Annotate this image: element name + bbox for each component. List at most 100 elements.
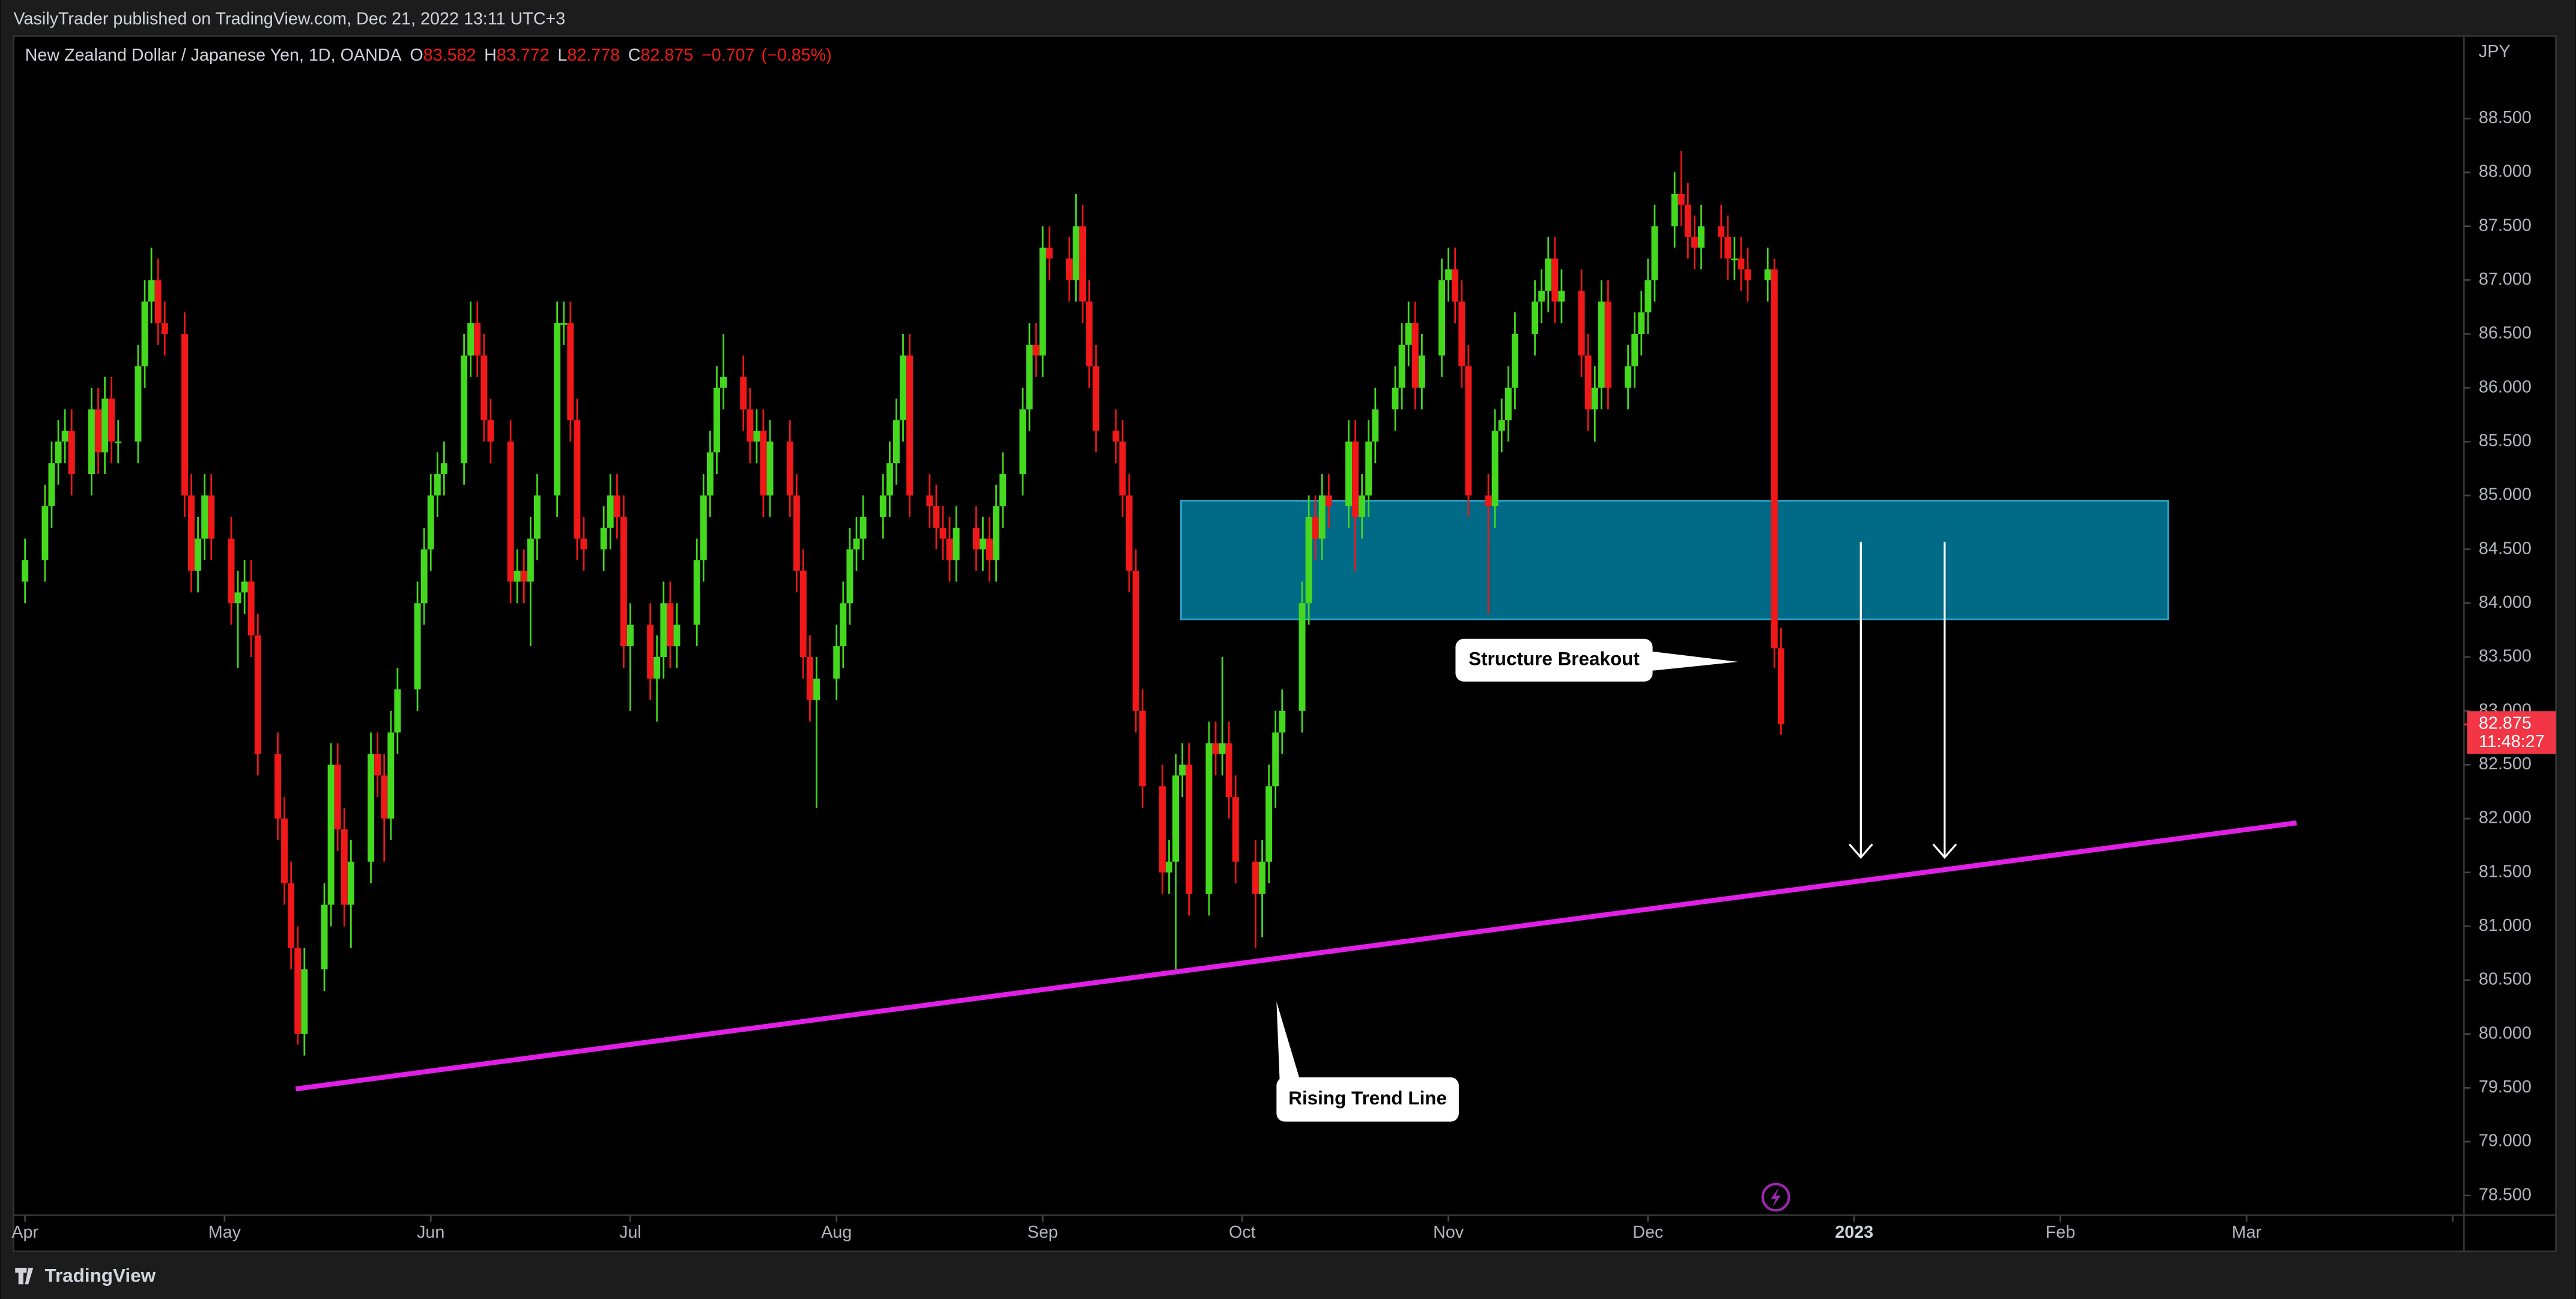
currency-label: JPY — [2479, 42, 2511, 61]
y-tick-label: 78.500 — [2479, 1185, 2532, 1204]
publish-header: VasilyTrader published on TradingView.co… — [14, 9, 566, 28]
candle-body — [154, 280, 162, 324]
candle-body — [753, 431, 760, 442]
candle-body — [799, 571, 807, 658]
candle-body — [1691, 237, 1698, 248]
candle-body — [1558, 291, 1565, 302]
candle-body — [1631, 334, 1638, 366]
candle-body — [208, 495, 215, 539]
candle-body — [1046, 247, 1053, 259]
candle-body — [228, 538, 235, 604]
brand-name: TradingView — [44, 1265, 156, 1286]
ohlc-key: O — [410, 46, 423, 65]
candle-body — [108, 398, 115, 442]
candle-body — [1491, 431, 1499, 506]
candle-body — [414, 603, 421, 689]
y-tick-label: 79.500 — [2479, 1077, 2532, 1097]
candle-body — [188, 495, 195, 571]
candle-body — [1684, 204, 1691, 237]
candle-body — [148, 280, 155, 302]
candle-body — [1485, 495, 1492, 506]
candle-body — [1365, 441, 1372, 496]
candle-body — [1498, 420, 1505, 431]
x-tick-label: Apr — [11, 1223, 38, 1242]
candle-body — [274, 754, 281, 819]
candle-body — [1718, 226, 1725, 237]
candle-body — [467, 323, 474, 356]
candle-body — [487, 420, 494, 442]
price-tag-value: 82.875 — [2479, 714, 2532, 733]
candle-body — [1644, 280, 1652, 313]
candle-body — [1079, 226, 1086, 302]
candle-body — [760, 431, 767, 496]
candle-body — [55, 441, 62, 464]
candle-body — [1418, 355, 1425, 388]
x-tick-label: 2023 — [1835, 1223, 1873, 1242]
candle-body — [394, 689, 401, 733]
y-tick-label: 83.500 — [2479, 647, 2532, 666]
candle-body — [1172, 775, 1180, 862]
candle-body — [1764, 269, 1771, 280]
candle-body — [1545, 258, 1552, 291]
candle-body — [1392, 387, 1399, 410]
candle-body — [347, 861, 354, 905]
candle-body — [281, 819, 288, 883]
candle-body — [1398, 344, 1405, 388]
ohlc-value: 83.772 — [497, 46, 550, 65]
candle-body — [560, 323, 568, 325]
candle-body — [946, 538, 953, 560]
candle-body — [115, 441, 122, 444]
candle-body — [247, 581, 255, 636]
candle-body — [1604, 301, 1611, 388]
y-tick-label: 85.000 — [2479, 485, 2532, 504]
candle-body — [953, 527, 960, 560]
tradingview-logo: TradingView — [15, 1265, 156, 1286]
x-tick-label: Jun — [417, 1223, 444, 1242]
candle-body — [647, 625, 654, 679]
candle-body — [461, 355, 468, 464]
supply-zone — [1180, 500, 2169, 620]
candle-body — [1039, 247, 1046, 356]
candle-body — [653, 657, 661, 679]
candle-body — [520, 571, 527, 582]
candle-body — [1019, 409, 1026, 474]
candle-body — [1511, 334, 1518, 388]
icon-ring — [1761, 1182, 1790, 1212]
candle-body — [900, 355, 906, 420]
candle-body — [979, 538, 986, 550]
candle-body — [48, 463, 55, 506]
candle-body — [22, 560, 29, 582]
y-tick-label: 87.500 — [2479, 216, 2532, 235]
candle-body — [840, 603, 847, 647]
candle-body — [607, 495, 614, 528]
candle-body — [1272, 732, 1279, 787]
candle-body — [1591, 387, 1598, 410]
candle-body — [999, 474, 1007, 506]
y-tick-label: 81.000 — [2479, 916, 2532, 935]
candle-body — [1219, 743, 1226, 754]
candle-body — [972, 527, 980, 550]
candle-body — [1179, 765, 1186, 776]
candle-body — [660, 603, 667, 658]
candle-body — [327, 765, 335, 905]
candle-body — [434, 474, 441, 496]
candle-body — [620, 516, 627, 647]
candle-body — [241, 581, 248, 593]
candle-body — [786, 441, 793, 496]
candle-body — [673, 625, 680, 647]
candle-body — [321, 904, 328, 970]
candle-body — [740, 377, 747, 410]
candle-body — [1352, 441, 1359, 517]
candle-body — [1159, 786, 1166, 873]
candle-body — [1638, 312, 1645, 335]
candle-body — [1166, 861, 1172, 873]
candle-body — [1072, 226, 1079, 280]
candle-body — [1345, 441, 1352, 506]
ohlc-value: 83.582 — [423, 46, 476, 65]
candle-body — [141, 301, 148, 366]
candle-body — [374, 754, 381, 776]
candle-body — [1724, 237, 1732, 259]
candle-body — [693, 560, 700, 625]
candle-body — [181, 334, 188, 496]
candle-body — [613, 495, 620, 517]
